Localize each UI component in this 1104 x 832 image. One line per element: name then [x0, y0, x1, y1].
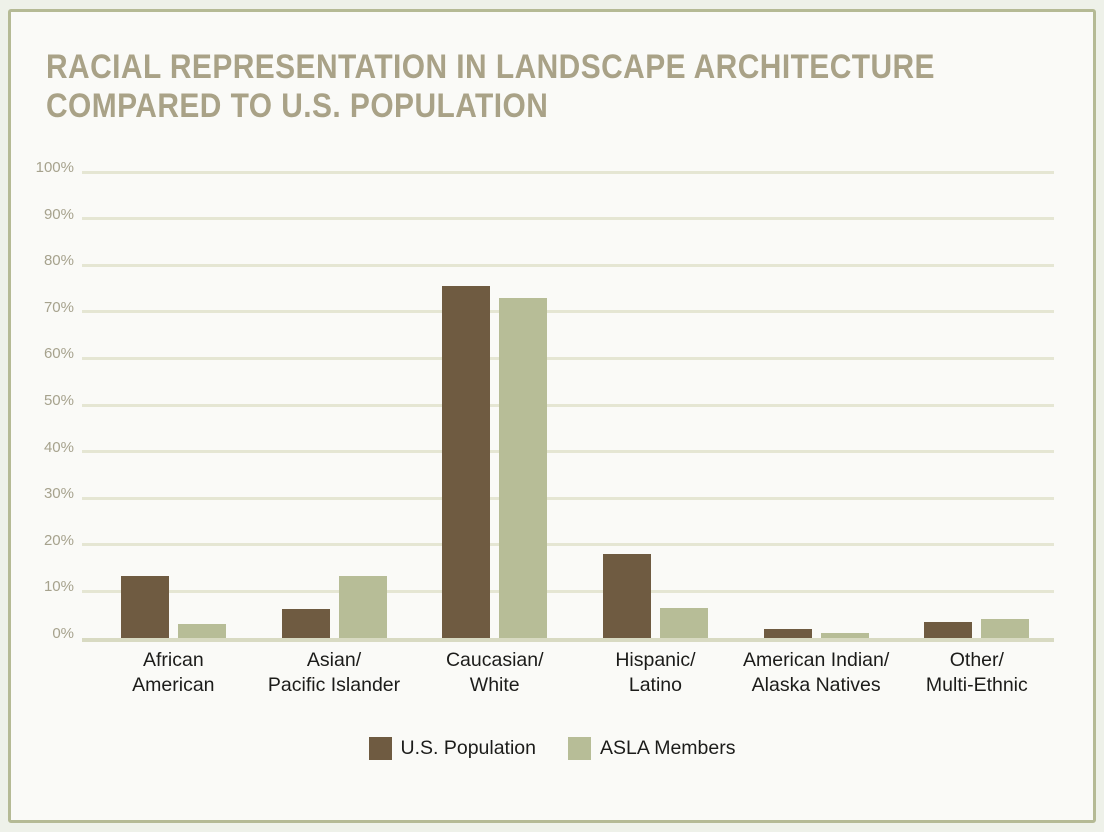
gridline-90: [82, 217, 1054, 221]
bar-u-s-population: [442, 286, 491, 638]
bar-group-caucasian-white: [414, 172, 575, 638]
gridline-50: [82, 403, 1054, 407]
bar-asla-members: [659, 608, 708, 638]
x-axis-label-other-multi-ethnic: Other/Multi-Ethnic: [925, 649, 1028, 696]
y-tick-label-70: 70%: [43, 298, 74, 316]
y-tick-label-90: 90%: [43, 205, 74, 223]
gridline-100: [82, 170, 1054, 174]
gridline-60: [82, 356, 1054, 360]
asla-members-swatch-icon: [568, 737, 592, 760]
x-axis-label-american-indian-alaska-natives: American Indian/Alaska Natives: [742, 649, 890, 696]
y-tick-label-60: 60%: [43, 345, 74, 363]
bar-u-s-population: [120, 576, 169, 638]
y-tick-label-20: 20%: [43, 531, 74, 549]
y-tick-label-10: 10%: [43, 578, 74, 596]
bar-group-hispanic-latino: [575, 172, 736, 638]
bar-u-s-population: [924, 622, 973, 638]
gridline-10: [82, 589, 1054, 593]
chart-title-line2: COMPARED TO U.S. POPULATION: [46, 87, 549, 125]
bar-group-other-multi-ethnic: [897, 172, 1058, 638]
us-population-swatch-icon: [368, 737, 392, 760]
gridline-0: [82, 638, 1054, 642]
bar-asla-members: [499, 298, 548, 638]
bar-asla-members: [981, 619, 1030, 638]
gridline-30: [82, 496, 1054, 500]
y-tick-label-50: 50%: [43, 392, 74, 409]
y-tick-label-0: 0%: [52, 625, 74, 642]
legend-label-us-population: U.S. Population: [400, 737, 537, 759]
x-axis-label-african-american: African American: [132, 649, 215, 696]
bar-group-african-american: [93, 172, 254, 638]
x-axis-label-hispanic-latino: Hispanic/Latino: [615, 649, 696, 696]
legend: U.S. Population ASLA Members: [0, 737, 1104, 760]
gridline-40: [82, 450, 1054, 454]
bar-group-american-indian-alaska-natives: [736, 172, 897, 638]
y-tick-label-100: 100%: [35, 159, 74, 176]
legend-item-us-population: U.S. Population: [368, 737, 537, 760]
bar-group-asian-pacific-islander: [254, 172, 415, 638]
plot-area: [82, 170, 1054, 642]
y-tick-label-80: 80%: [43, 252, 74, 270]
legend-label-asla-members: ASLA Members: [600, 737, 736, 759]
y-tick-label-40: 40%: [43, 438, 74, 456]
x-axis-label-caucasian-white: Caucasian/White: [445, 649, 544, 696]
gridline-20: [82, 543, 1054, 547]
chart-frame: [8, 9, 1096, 823]
gridline-80: [82, 263, 1054, 267]
bar-u-s-population: [281, 609, 330, 638]
y-tick-label-30: 30%: [43, 485, 74, 503]
chart-title-line1: RACIAL REPRESENTATION IN LANDSCAPE ARCHI…: [46, 48, 935, 86]
legend-item-asla-members: ASLA Members: [568, 737, 736, 760]
bar-u-s-population: [602, 554, 651, 638]
bar-u-s-population: [763, 629, 812, 638]
bar-asla-members: [338, 576, 387, 638]
bar-asla-members: [177, 624, 226, 638]
bar-asla-members: [820, 633, 869, 638]
x-axis-label-asian-pacific-islander: Asian/Pacific Islander: [267, 649, 401, 696]
chart-title: RACIAL REPRESENTATION IN LANDSCAPE ARCHI…: [46, 48, 935, 126]
gridline-70: [82, 310, 1054, 314]
